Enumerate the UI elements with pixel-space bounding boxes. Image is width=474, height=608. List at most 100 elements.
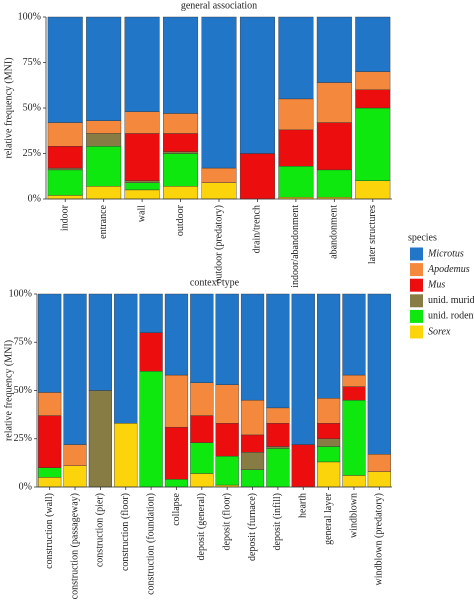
bar-segment bbox=[239, 153, 275, 200]
x-tick-label: deposit (floor) bbox=[221, 493, 232, 551]
bar-segment bbox=[86, 186, 122, 200]
x-tick-label: construction (foundation) bbox=[145, 493, 156, 595]
bar-segment bbox=[124, 189, 160, 200]
bar-segment bbox=[124, 180, 160, 183]
x-tick-label: windblown bbox=[348, 493, 359, 538]
bar-segment bbox=[355, 16, 391, 72]
x-tick-label: later structures bbox=[367, 205, 378, 264]
x-tick-label: construction (floor) bbox=[120, 493, 131, 571]
bar-segment bbox=[190, 415, 214, 443]
bar-segment bbox=[139, 371, 163, 488]
bar-segment bbox=[47, 167, 83, 171]
bar-segment bbox=[201, 16, 237, 169]
bar-segment bbox=[316, 82, 352, 123]
bar-segment bbox=[38, 392, 62, 416]
bar-segment bbox=[240, 469, 265, 488]
bar-segment bbox=[124, 16, 160, 112]
bar-segment bbox=[266, 407, 290, 424]
bar-segment bbox=[278, 16, 314, 100]
bar-segment bbox=[124, 182, 160, 191]
bar-segment bbox=[63, 293, 87, 445]
x-tick-label: general layer bbox=[323, 492, 334, 545]
bar-segment bbox=[342, 374, 366, 387]
legend-swatch bbox=[410, 325, 423, 339]
y-axis-title: relative frequency (MNI) bbox=[3, 57, 14, 158]
bar-segment bbox=[355, 71, 391, 90]
bar-segment bbox=[47, 16, 83, 123]
legend-label: Mus bbox=[427, 279, 445, 290]
bar-segment bbox=[164, 426, 189, 480]
y-axis-title: relative frequency (MNI) bbox=[3, 340, 14, 441]
bar-segment bbox=[316, 438, 341, 447]
bar-segment bbox=[47, 146, 83, 169]
bar-segment bbox=[163, 16, 199, 114]
bar-segment bbox=[342, 386, 366, 401]
bar-segment bbox=[239, 16, 275, 154]
bar-segment bbox=[367, 471, 391, 488]
bar-segment bbox=[316, 446, 341, 463]
bar-segment bbox=[316, 293, 341, 399]
bar-segment bbox=[355, 89, 391, 109]
bar-segment bbox=[266, 293, 290, 409]
y-tick-label: 0% bbox=[28, 193, 41, 204]
legend-swatch bbox=[410, 247, 423, 261]
bar-segment bbox=[278, 166, 314, 198]
x-tick-label: hearth bbox=[298, 493, 309, 518]
bar-segment bbox=[86, 133, 122, 147]
bar-segment bbox=[124, 111, 160, 134]
chart-title: general association bbox=[181, 0, 257, 11]
y-tick-label: 100% bbox=[9, 288, 32, 299]
bar-segment bbox=[240, 399, 265, 436]
bar-segment bbox=[114, 293, 138, 424]
legend-label: Microtus bbox=[427, 248, 464, 259]
bar-segment bbox=[240, 293, 265, 401]
bar-segment bbox=[342, 293, 366, 376]
y-tick-label: 75% bbox=[14, 337, 32, 348]
bar-segment bbox=[38, 293, 62, 393]
bar-segment bbox=[139, 293, 163, 333]
bar-segment bbox=[240, 434, 265, 453]
legend-label: Apodemus bbox=[427, 264, 470, 275]
bar-segment bbox=[266, 448, 290, 488]
x-tick-label: construction (passageway) bbox=[69, 493, 80, 599]
bar-segment bbox=[266, 423, 290, 447]
x-tick-label: indoor/abandonment bbox=[290, 205, 301, 288]
x-tick-label: drain/trench bbox=[252, 205, 263, 253]
bar-segment bbox=[163, 151, 199, 154]
x-tick-label: outdoor bbox=[175, 204, 186, 236]
bar-segment bbox=[215, 293, 239, 385]
bar-segment bbox=[240, 452, 265, 470]
x-tick-label: deposit (general) bbox=[196, 493, 207, 560]
bar-segment bbox=[355, 107, 391, 182]
bar-segment bbox=[47, 195, 83, 200]
bar-segment bbox=[190, 473, 214, 488]
legend-label: unid. murid bbox=[428, 295, 474, 306]
bar-segment bbox=[63, 465, 87, 488]
bar-segment bbox=[316, 16, 352, 83]
x-tick-label: construction (pier) bbox=[95, 493, 106, 567]
x-tick-label: abandonment bbox=[329, 205, 340, 259]
bar-segment bbox=[316, 169, 352, 198]
bar-segment bbox=[38, 477, 62, 488]
y-tick-label: 25% bbox=[14, 433, 32, 444]
bar-segment bbox=[367, 293, 391, 455]
bar-segment bbox=[86, 16, 122, 121]
x-tick-label: indoor bbox=[60, 204, 71, 231]
x-tick-label: outdoor (predatory) bbox=[213, 205, 224, 284]
bar-segment bbox=[215, 423, 239, 457]
bar-segment bbox=[163, 153, 199, 187]
bar-segment bbox=[86, 120, 122, 134]
legend-swatch bbox=[410, 294, 423, 308]
x-tick-label: construction (wall) bbox=[44, 493, 55, 569]
bar-segment bbox=[201, 182, 237, 200]
chart-title: context type bbox=[190, 277, 240, 288]
bar-segment bbox=[190, 382, 214, 416]
bar-segment bbox=[164, 293, 189, 376]
bar-segment bbox=[215, 455, 239, 486]
bar-segment bbox=[114, 423, 138, 488]
bar-segment bbox=[316, 461, 341, 488]
bar-segment bbox=[201, 167, 237, 183]
bar-segment bbox=[266, 446, 290, 449]
legend-swatch bbox=[410, 263, 423, 277]
